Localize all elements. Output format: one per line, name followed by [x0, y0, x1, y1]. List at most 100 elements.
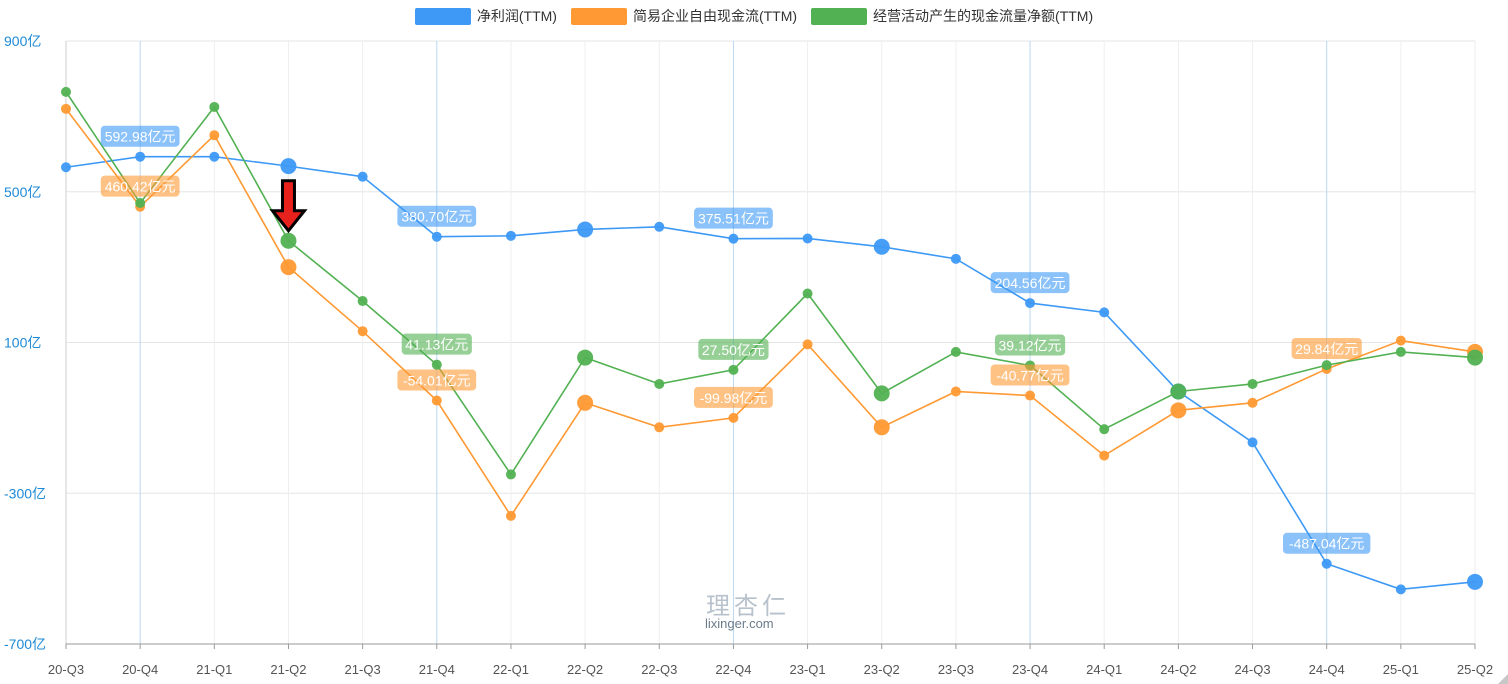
data-point-0: [431, 231, 442, 242]
data-point-1: [431, 395, 442, 406]
data-point-2: [505, 469, 516, 480]
data-label-text: 29.84亿元: [1295, 341, 1358, 357]
data-label-2: 41.13亿元: [401, 333, 472, 355]
data-point-2: [873, 385, 890, 402]
data-point-0: [873, 238, 890, 255]
chart-annotation: [269, 179, 308, 234]
data-point-0: [209, 151, 220, 162]
x-tick-label: 22-Q2: [567, 662, 603, 677]
data-point-1: [505, 510, 516, 521]
x-tick-label: 22-Q4: [715, 662, 751, 677]
x-tick-label: 20-Q3: [48, 662, 84, 677]
x-tick-label: 22-Q3: [641, 662, 677, 677]
data-point-2: [1170, 383, 1187, 400]
data-label-text: 380.70亿元: [401, 209, 472, 225]
x-tick-label: 23-Q3: [938, 662, 974, 677]
data-point-0: [357, 171, 368, 182]
x-tick-label: 21-Q3: [345, 662, 381, 677]
data-point-0: [1467, 573, 1483, 590]
y-tick-label: 900亿: [4, 33, 41, 49]
data-point-2: [209, 101, 220, 112]
data-label-bg: [990, 364, 1070, 386]
series-line-1: [65, 108, 1476, 518]
legend-item-net-profit[interactable]: 净利润(TTM): [414, 6, 557, 26]
x-tick-label: 24-Q1: [1086, 662, 1122, 677]
y-tick-label: -300亿: [4, 485, 46, 501]
x-tick-label: 25-Q1: [1383, 662, 1419, 677]
data-point-1: [654, 422, 665, 433]
data-point-2: [1247, 378, 1258, 389]
y-tick-label: -700亿: [4, 636, 46, 652]
data-point-0: [1025, 298, 1036, 309]
data-label-bg: [698, 338, 769, 360]
data-point-2: [728, 364, 739, 375]
data-point-0: [280, 158, 297, 175]
series-line-2: [65, 91, 1476, 476]
y-tick-label: 100亿: [4, 335, 41, 351]
data-label-text: 460.42亿元: [105, 179, 176, 195]
data-point-0: [728, 233, 739, 244]
data-label-bg: [1291, 337, 1362, 359]
data-label-text: -99.98亿元: [700, 390, 768, 406]
data-label-text: 41.13亿元: [405, 337, 468, 353]
data-label-text: 39.12亿元: [999, 337, 1062, 353]
data-point-0: [1321, 558, 1332, 569]
data-point-2: [357, 296, 368, 307]
watermark-logo: 理杏仁: [706, 592, 790, 620]
data-point-2: [577, 349, 594, 366]
data-point-0: [1247, 437, 1258, 448]
data-label-bg: [694, 207, 773, 229]
data-label-text: 592.98亿元: [105, 129, 176, 145]
data-point-2: [654, 378, 665, 389]
data-label-text: -40.77亿元: [996, 368, 1064, 384]
legend-swatch-fcf: [570, 7, 627, 25]
data-label-bg: [994, 334, 1066, 356]
data-label-2: 27.50亿元: [698, 338, 769, 360]
data-label-0: 204.56亿元: [990, 272, 1070, 294]
x-tick-label: 22-Q1: [493, 662, 529, 677]
x-tick-label: 25-Q2: [1457, 662, 1493, 677]
resize-corner-icon[interactable]: [1498, 674, 1508, 684]
data-point-1: [209, 130, 220, 141]
data-label-1: 29.84亿元: [1291, 337, 1362, 359]
legend-swatch-operating-cf: [811, 7, 868, 25]
data-label-text: 27.50亿元: [702, 342, 765, 358]
data-point-1: [950, 386, 961, 397]
data-label-1: -99.98亿元: [694, 386, 773, 408]
data-point-2: [280, 232, 297, 249]
x-tick-label: 21-Q4: [419, 662, 455, 677]
watermark-site: lixinger.com: [705, 616, 774, 631]
data-label-bg: [397, 369, 477, 391]
data-point-1: [357, 326, 368, 337]
data-point-1: [1025, 390, 1036, 401]
data-label-0: 380.70亿元: [397, 205, 477, 227]
data-label-1: 460.42亿元: [100, 175, 180, 197]
data-label-1: -40.77亿元: [990, 364, 1070, 386]
data-point-2: [431, 359, 442, 370]
data-label-text: 375.51亿元: [698, 211, 769, 227]
data-point-2: [61, 86, 71, 97]
data-label-1: -54.01亿元: [397, 369, 477, 391]
legend-item-fcf[interactable]: 简易企业自由现金流(TTM): [570, 6, 798, 26]
legend-item-operating-cf[interactable]: 经营活动产生的现金流量净额(TTM): [811, 6, 1093, 26]
data-point-0: [505, 230, 516, 241]
data-point-1: [1395, 335, 1406, 346]
data-point-1: [280, 259, 297, 276]
legend-swatch-net-profit: [414, 7, 471, 25]
data-point-0: [61, 162, 71, 173]
data-point-0: [135, 151, 146, 162]
data-point-2: [950, 346, 961, 357]
x-tick-label: 24-Q2: [1160, 662, 1196, 677]
legend-label-operating-cf: 经营活动产生的现金流量净额(TTM): [873, 8, 1094, 24]
chart-legend: 净利润(TTM) 简易企业自由现金流(TTM) 经营活动产生的现金流量净额(TT…: [0, 6, 1508, 26]
data-label-bg: [397, 205, 477, 227]
y-tick-label: 500亿: [4, 184, 41, 200]
legend-label-fcf: 简易企业自由现金流(TTM): [632, 8, 798, 24]
data-label-0: 375.51亿元: [694, 207, 773, 229]
data-label-bg: [694, 386, 773, 408]
data-point-1: [1170, 402, 1187, 419]
data-point-2: [1099, 424, 1110, 435]
chart-data-labels: 592.98亿元 380.70亿元 375.51亿元 204.56亿元 -487.04亿…: [100, 125, 1371, 554]
